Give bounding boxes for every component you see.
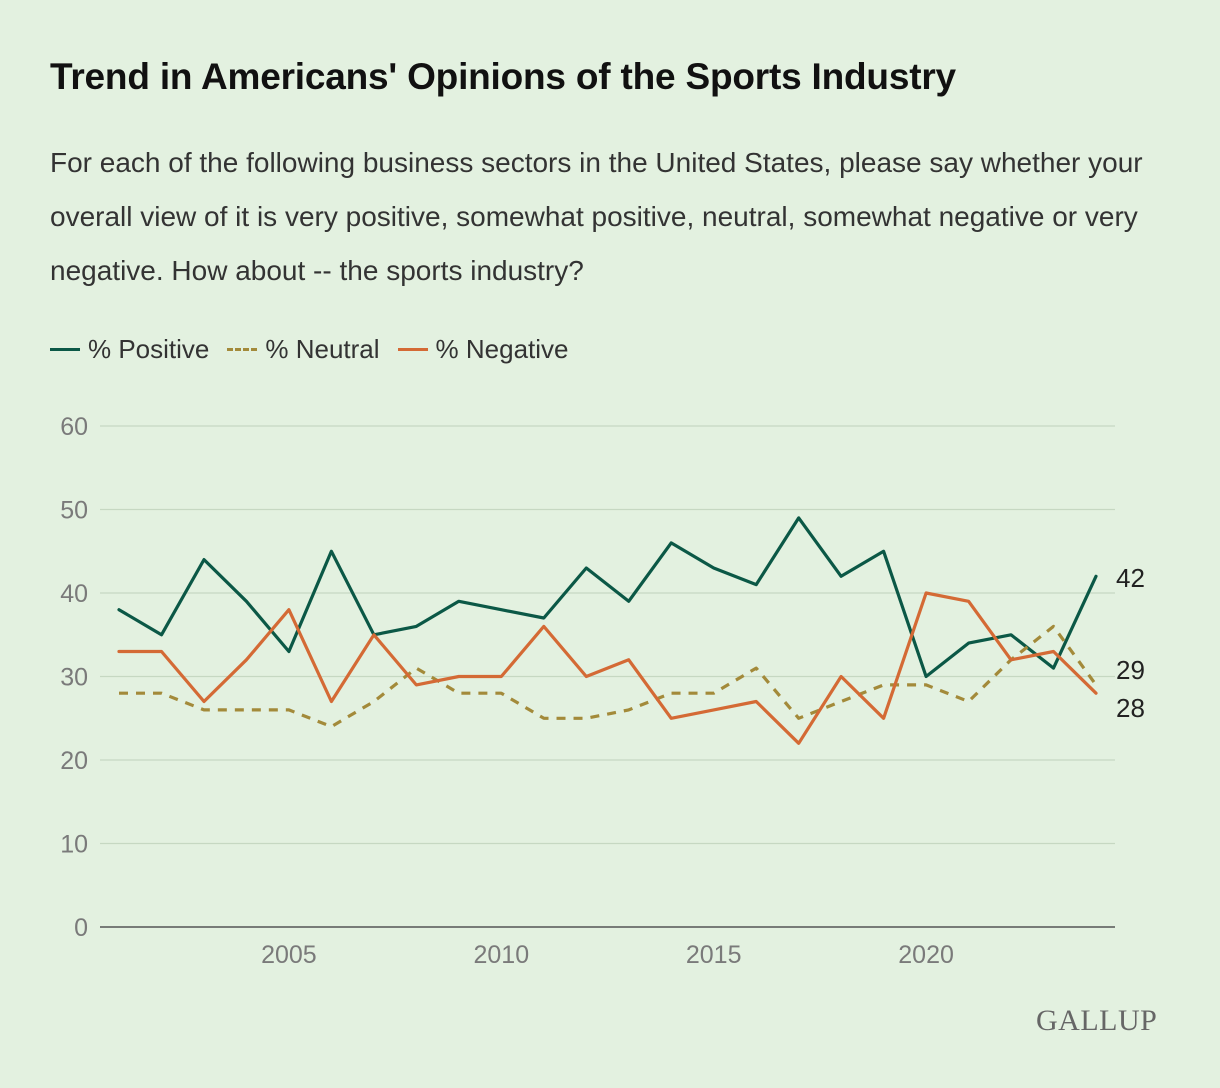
legend-label-negative: % Negative	[435, 334, 569, 364]
x-axis-ticks: 2005 2010 2015 2020	[261, 941, 954, 969]
y-axis-ticks: 0 10 20 30 40 50 60	[60, 413, 88, 942]
end-labels: 42 29 28	[1116, 563, 1145, 723]
chart-title: Trend in Americans' Opinions of the Spor…	[50, 56, 956, 97]
x-tick-label: 2005	[261, 941, 317, 969]
y-tick-label: 60	[60, 413, 88, 441]
y-tick-label: 20	[60, 747, 88, 775]
legend-item-positive: % Positive	[50, 334, 209, 365]
series-line-neutral	[119, 624, 1098, 729]
end-label-negative: 28	[1116, 693, 1145, 723]
gallup-logo: GALLUP	[1036, 1004, 1158, 1037]
series-line-positive	[117, 516, 1098, 679]
series-line-negative	[117, 591, 1098, 745]
y-tick-label: 30	[60, 664, 88, 692]
y-tick-label: 0	[74, 914, 88, 942]
legend-swatch-neutral	[227, 348, 258, 351]
y-tick-label: 50	[60, 497, 88, 525]
x-tick-label: 2010	[473, 941, 529, 969]
end-label-positive: 42	[1116, 563, 1145, 593]
legend-item-neutral: % Neutral	[227, 334, 380, 365]
legend-swatch-negative	[397, 348, 428, 351]
x-tick-label: 2020	[898, 941, 954, 969]
series-lines	[117, 516, 1098, 745]
x-tick-label: 2015	[686, 941, 742, 969]
legend: % Positive % Neutral % Negative	[50, 334, 587, 365]
gridlines	[100, 425, 1115, 928]
legend-label-neutral: % Neutral	[265, 334, 380, 364]
legend-label-positive: % Positive	[88, 334, 210, 364]
y-tick-label: 10	[60, 831, 88, 859]
y-tick-label: 40	[60, 580, 88, 608]
legend-swatch-positive	[50, 348, 80, 351]
end-label-neutral: 29	[1116, 655, 1145, 685]
chart-subtitle: For each of the following business secto…	[50, 147, 1143, 286]
legend-item-negative: % Negative	[397, 334, 569, 365]
